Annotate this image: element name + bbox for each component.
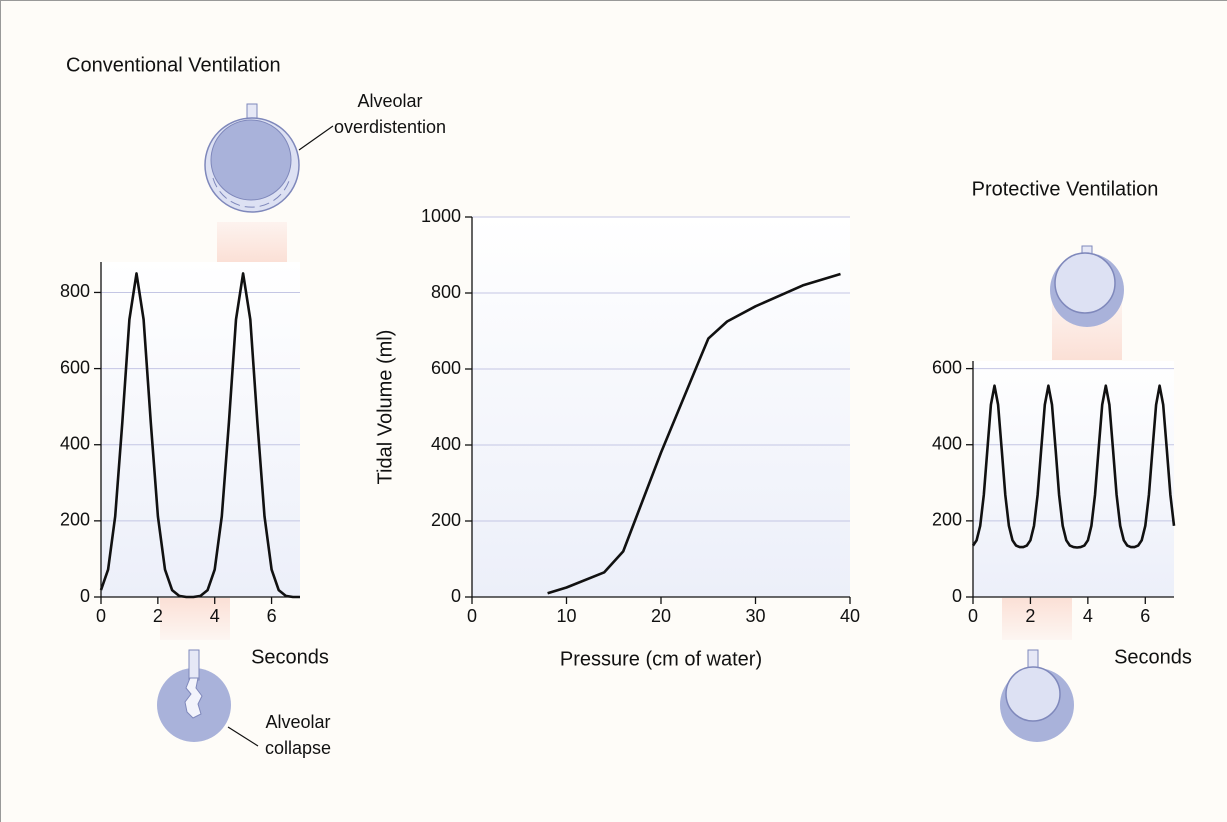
x-axis-label: Pressure (cm of water) [560, 648, 762, 670]
y-tick-label: 400 [932, 433, 962, 453]
y-tick-label: 800 [60, 281, 90, 301]
y-tick-label: 0 [451, 586, 461, 606]
connector [1002, 598, 1072, 640]
x-tick-label: 4 [1083, 606, 1093, 626]
annotation: Alveolar [357, 91, 422, 111]
y-tick-label: 400 [431, 434, 461, 454]
alveolus-overdistended [204, 103, 334, 213]
x-tick-label: 10 [556, 606, 576, 626]
alveolus-protected-open [1050, 245, 1124, 327]
y-tick-label: 200 [60, 510, 90, 530]
y-axis-label: Tidal Volume (ml) [374, 330, 396, 485]
x-tick-label: 6 [1140, 606, 1150, 626]
alveolus-protected-closed [1000, 649, 1074, 742]
x-tick-label: 0 [96, 606, 106, 626]
y-tick-label: 0 [80, 586, 90, 606]
data-line [547, 272, 841, 595]
data-line [971, 384, 1176, 549]
plot-area [973, 361, 1174, 597]
x-tick-label: 0 [968, 606, 978, 626]
y-tick-label: 1000 [421, 206, 461, 226]
x-tick-label: 2 [153, 606, 163, 626]
annotation: Alveolar [265, 712, 330, 732]
plot-area [472, 217, 850, 597]
annotation: overdistention [334, 117, 446, 137]
y-tick-label: 600 [60, 357, 90, 377]
alveolus-collapsed [157, 649, 259, 747]
chart-title: Protective Ventilation [972, 178, 1159, 200]
x-tick-label: 6 [267, 606, 277, 626]
y-tick-label: 800 [431, 282, 461, 302]
y-tick-label: 0 [952, 586, 962, 606]
x-tick-label: 20 [651, 606, 671, 626]
y-tick-label: 600 [431, 358, 461, 378]
y-tick-label: 200 [932, 510, 962, 530]
chart-title: Conventional Ventilation [66, 54, 281, 76]
connector [160, 598, 230, 640]
x-tick-label: 4 [210, 606, 220, 626]
x-tick-label: 30 [745, 606, 765, 626]
y-tick-label: 200 [431, 510, 461, 530]
connector [217, 222, 287, 262]
annotation: collapse [265, 738, 331, 758]
data-line [99, 272, 300, 599]
x-tick-label: 2 [1025, 606, 1035, 626]
y-tick-label: 400 [60, 433, 90, 453]
x-axis-label: Seconds [251, 646, 329, 668]
x-tick-label: 0 [467, 606, 477, 626]
x-axis-label: Seconds [1114, 646, 1192, 668]
y-tick-label: 600 [932, 357, 962, 377]
x-tick-label: 40 [840, 606, 860, 626]
